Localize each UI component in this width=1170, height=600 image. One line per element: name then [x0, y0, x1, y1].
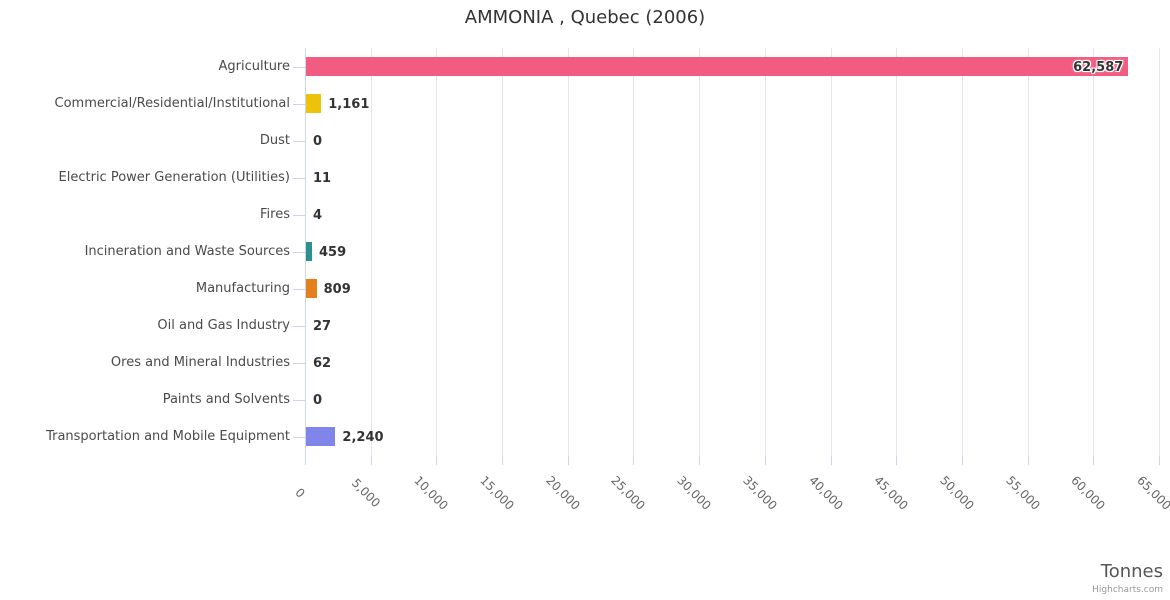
category-tick: [293, 362, 305, 364]
value-axis-tick-label: 45,000: [871, 473, 912, 513]
category-label: Electric Power Generation (Utilities): [58, 169, 290, 185]
bar[interactable]: [306, 242, 313, 261]
value-axis-tick-label: 60,000: [1068, 473, 1109, 513]
category-label: Agriculture: [218, 58, 291, 74]
value-axis-tick: [305, 456, 306, 465]
bar-value-label: 11: [313, 170, 332, 186]
category-label: Manufacturing: [195, 280, 290, 296]
bar-value-label: 809: [323, 281, 351, 297]
gridline: [1159, 48, 1160, 456]
value-axis-tick-label: 25,000: [608, 473, 649, 513]
category-tick: [293, 288, 305, 290]
x-axis-title: Tonnes: [1100, 561, 1163, 582]
value-axis-tick-label: 50,000: [937, 473, 977, 513]
gridline: [567, 48, 569, 456]
bar-value-label: 62: [313, 355, 332, 371]
category-tick: [293, 436, 305, 438]
category-tick: [293, 399, 305, 401]
value-axis-tick-label: 10,000: [411, 473, 452, 513]
bar-value-label: 62,587: [1073, 59, 1124, 75]
value-axis-tick-label: 55,000: [1002, 473, 1043, 513]
value-axis-tick: [436, 456, 438, 465]
gridline: [1027, 48, 1029, 456]
category-tick: [293, 140, 305, 142]
bar[interactable]: [306, 279, 317, 298]
value-axis-tick: [567, 456, 569, 465]
gridline: [830, 48, 832, 456]
value-axis-tick: [896, 456, 898, 465]
value-axis-tick: [830, 456, 832, 465]
bar[interactable]: [306, 94, 322, 113]
bar-value-label: 0: [313, 133, 323, 149]
category-tick: [293, 66, 305, 68]
category-tick: [293, 214, 305, 216]
chart-title: AMMONIA , Quebec (2006): [464, 7, 706, 28]
bar-value-label: 1,161: [328, 96, 370, 112]
bar-value-label: 459: [319, 244, 347, 260]
category-axis-line: [305, 48, 306, 456]
value-axis-tick: [502, 456, 504, 465]
category-label: Fires: [260, 206, 290, 222]
bar-value-label: 0: [313, 392, 323, 408]
value-axis-tick: [633, 456, 635, 465]
value-axis-tick-label: 20,000: [542, 473, 583, 513]
value-axis-tick-label: 15,000: [477, 473, 517, 513]
category-tick: [293, 103, 305, 105]
value-axis-tick: [961, 456, 963, 465]
category-label: Ores and Mineral Industries: [110, 354, 290, 370]
category-tick: [293, 251, 305, 253]
gridline: [896, 48, 898, 456]
category-label: Commercial/Residential/Institutional: [54, 95, 291, 111]
bar[interactable]: [306, 57, 1129, 76]
value-axis-tick: [1027, 456, 1029, 465]
gridline: [1093, 48, 1095, 456]
value-axis-tick-label: 35,000: [740, 473, 780, 513]
bar-value-label: 2,240: [342, 429, 384, 445]
category-tick: [293, 177, 305, 179]
value-axis-tick: [1093, 456, 1095, 465]
category-label: Transportation and Mobile Equipment: [46, 428, 290, 444]
value-axis-tick-label: 5,000: [348, 475, 383, 511]
category-label: Oil and Gas Industry: [157, 317, 290, 333]
bar-value-label: 4: [313, 207, 323, 223]
value-axis-tick: [699, 456, 701, 465]
bar[interactable]: [306, 427, 336, 446]
category-label: Paints and Solvents: [162, 391, 290, 407]
value-axis-tick: [1159, 456, 1160, 465]
gridline: [370, 48, 372, 456]
value-axis-tick-label: 65,000: [1134, 473, 1170, 513]
gridline: [764, 48, 766, 456]
gridline: [436, 48, 438, 456]
value-axis-tick: [370, 456, 372, 465]
gridline: [633, 48, 635, 456]
value-axis-tick: [764, 456, 766, 465]
value-axis-tick-label: 0: [292, 485, 308, 501]
gridline: [699, 48, 701, 456]
category-label: Incineration and Waste Sources: [84, 243, 290, 259]
value-axis-tick-label: 30,000: [674, 473, 714, 513]
category-label: Dust: [259, 132, 290, 148]
bar-value-label: 27: [313, 318, 332, 334]
gridline: [502, 48, 504, 456]
gridline: [961, 48, 963, 456]
category-tick: [293, 325, 305, 327]
highcharts-credit-link[interactable]: Highcharts.com: [1092, 585, 1163, 595]
value-axis-tick-label: 40,000: [805, 473, 846, 513]
